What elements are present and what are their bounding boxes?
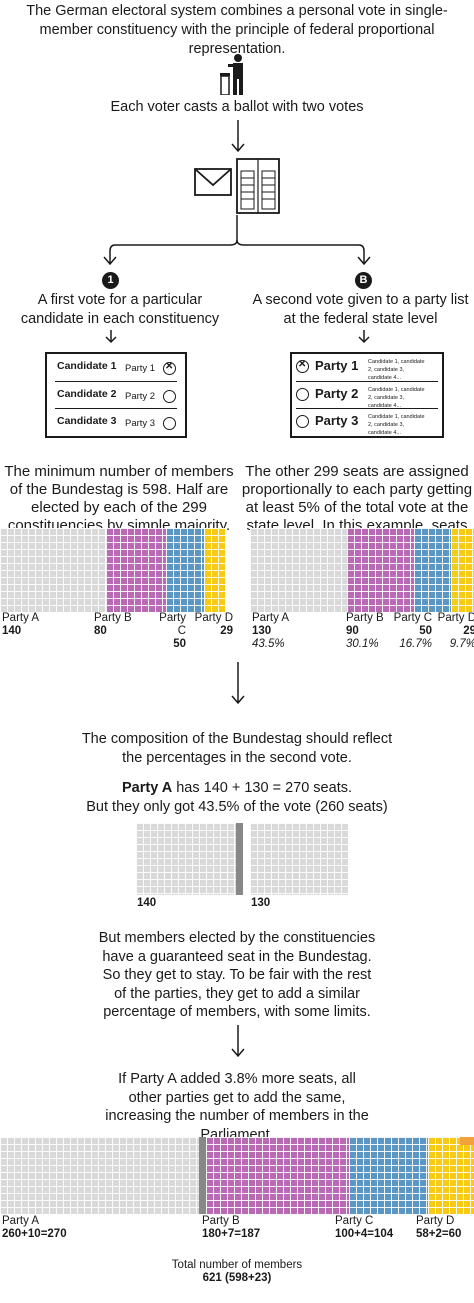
party-a-text: Party A has 140 + 130 = 270 seats. [121,780,352,796]
candidate-list: Candidate 1, candidate 2, candidate 3, c… [368,359,425,381]
second-vote-seat-chart [250,528,474,612]
first-vote-ballot: Candidate 1 Party 1 Candidate 2 Party 2 … [45,352,187,438]
party-d-seats [204,528,226,612]
ballot-row: Candidate 3 Party 3 [55,408,177,435]
increase-text: If Party A added 3.8% more seats, all ot… [105,1071,369,1143]
chart-label: 130 [251,897,271,909]
candidate-label: Candidate 3 [57,415,117,427]
empty-circle-icon [296,415,309,428]
party-a-second-vote-block [250,823,348,895]
first-vote-seat-chart [0,528,226,612]
ballot-row: Candidate 2 Party 2 [55,381,177,408]
arrow-down-small-icon [105,330,117,344]
ballot-row: Party 1 Candidate 1, candidate 2, candid… [296,354,438,381]
second-vote-ballot: Party 1 Candidate 1, candidate 2, candid… [290,352,444,438]
chart-label: Party C 50 16.7% [393,612,432,650]
arrow-down-small-icon [358,330,370,344]
composition-text: The composition of the Bundestag should … [81,731,393,766]
party-a-first-vote-seats [136,823,243,895]
first-vote-badge: 1 [102,272,119,289]
party-b-seats [347,528,414,612]
arrow-down-icon [231,120,245,153]
branch-arrows-icon [103,215,371,265]
second-vote-title: A second vote given to a party list at t… [252,292,469,327]
ballot-row: Party 2 Candidate 1, candidate 2, candid… [296,381,438,409]
empty-circle-icon [296,388,309,401]
party-d-seats [428,1137,474,1214]
party-a-vote-text: But they only got 43.5% of the vote (260… [86,799,388,815]
candidate-label: Candidate 2 [57,388,117,400]
chart-label: 140 [137,897,157,909]
party-label: Party 1 [125,363,156,374]
chart-label: Party D 29 9.7% [437,612,474,650]
empty-circle-icon [163,390,176,403]
party-label: Party 3 [125,418,156,429]
candidate-list: Candidate 1, candidate 2, candidate 3, c… [368,387,425,409]
chart-label: Party D 58+2=60 [416,1215,462,1240]
guaranteed-text: But members elected by the constituencie… [98,930,376,1020]
party-a-seats [250,528,347,612]
total-title: Total number of members [171,1259,303,1271]
party-a-second-vote-seats [250,823,348,895]
final-seat-chart [0,1137,474,1214]
step1-text: Each voter casts a ballot with two votes [110,99,364,115]
chart-label: Party D 29 [194,612,233,637]
empty-circle-icon [163,417,176,430]
party-c-seats [166,528,204,612]
total-value: 621 (598+23) [202,1272,272,1284]
party-label: Party 2 [125,391,156,402]
party-a-seats [0,1137,206,1214]
candidate-list: Candidate 1, candidate 2, candidate 3, c… [368,414,425,436]
arrow-down-icon [231,662,245,705]
party-label: Party 3 [315,413,359,428]
chart-label: Party A 140 [2,612,40,637]
party-b-seats [206,1137,349,1214]
intro-text: The German electoral system combines a p… [26,3,448,57]
second-vote-badge: B [355,272,372,289]
ballot-row: Candidate 1 Party 1 [55,354,177,380]
party-label: Party 2 [315,386,359,401]
chart-label: Party B 90 30.1% [346,612,384,650]
party-b-seats [106,528,166,612]
chart-label: Party B 80 [94,612,132,637]
party-c-seats [414,528,451,612]
first-vote-title: A first vote for a particular candidate … [20,292,220,327]
marked-circle-icon [163,361,176,375]
voter-icon [220,54,243,95]
party-a-added-seats [199,1137,206,1214]
party-c-seats [349,1137,428,1214]
chart-label: Party C 100+4=104 [335,1215,394,1240]
chart-label: Party A 260+10=270 [2,1215,67,1240]
arrow-down-icon [231,1025,245,1058]
party-a-excess-seats [236,823,243,895]
envelope-ballot-icon [194,158,280,214]
marked-circle-icon [296,359,309,373]
chart-label: Party C 50 [159,612,186,650]
chart-label: Party A 130 43.5% [252,612,290,650]
party-label: Party 1 [315,358,359,373]
ballot-row: Party 3 Candidate 1, candidate 2, candid… [296,408,438,436]
party-a-seats [0,528,106,612]
party-a-name: Party A [121,780,173,796]
overhang-seats [460,1137,474,1145]
party-d-seats [451,528,474,612]
chart-label: Party B 180+7=187 [202,1215,261,1240]
candidate-label: Candidate 1 [57,360,117,372]
party-a-first-vote-block [136,823,243,895]
